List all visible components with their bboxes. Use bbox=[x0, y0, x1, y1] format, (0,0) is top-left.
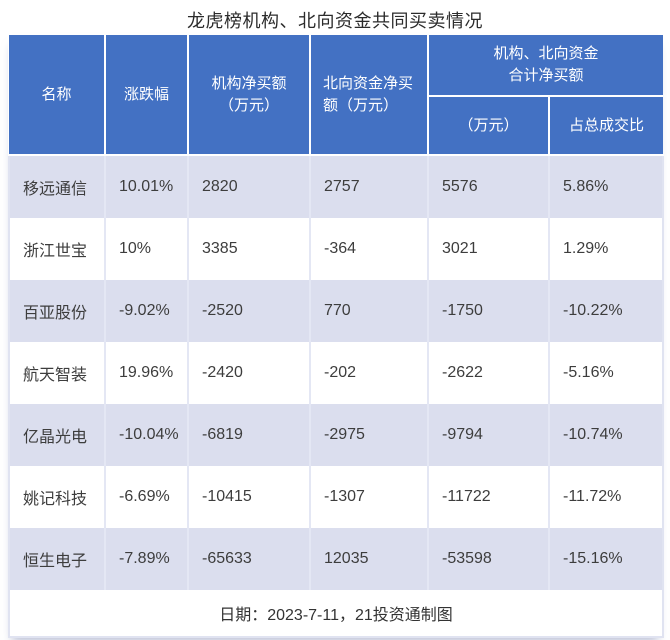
header-north-net-buy: 北向资金净买 额（万元） bbox=[309, 35, 429, 156]
cell-combined-net-buy: 3021 bbox=[427, 218, 549, 280]
table-row: 航天智装 19.96% -2420 -202 -2622 -5.16% bbox=[8, 342, 665, 404]
cell-north-net-buy: 2757 bbox=[309, 155, 428, 218]
header-combined-group: 机构、北向资金 合计净买额 bbox=[426, 35, 664, 97]
header-combined-pct: 占总成交比 bbox=[547, 95, 664, 156]
cell-pct-of-turnover: 5.86% bbox=[547, 155, 665, 218]
cell-change-pct: 10% bbox=[104, 218, 188, 280]
cell-stock-name: 姚记科技 bbox=[8, 466, 105, 528]
cell-inst-net-buy: -6819 bbox=[187, 404, 310, 466]
table-row: 恒生电子 -7.89% -65633 12035 -53598 -15.16% bbox=[8, 528, 665, 590]
header-combined-amount: （万元） bbox=[428, 95, 550, 156]
cell-north-net-buy: -2975 bbox=[309, 404, 428, 466]
table-row: 姚记科技 -6.69% -10415 -1307 -11722 -11.72% bbox=[8, 466, 665, 528]
cell-stock-name: 亿晶光电 bbox=[8, 404, 105, 466]
cell-pct-of-turnover: 1.29% bbox=[547, 218, 665, 280]
cell-inst-net-buy: -65633 bbox=[187, 528, 310, 590]
cell-inst-net-buy: -10415 bbox=[187, 466, 310, 528]
chart-title: 龙虎榜机构、北向资金共同买卖情况 bbox=[187, 11, 483, 31]
cell-inst-net-buy: -2420 bbox=[187, 342, 310, 404]
table-body: 移远通信 10.01% 2820 2757 5576 5.86% 浙江世宝 10% 3385 -3… bbox=[8, 155, 665, 590]
header-inst-net-buy: 机构净买额 （万元） bbox=[187, 35, 311, 156]
cell-stock-name: 恒生电子 bbox=[8, 528, 105, 590]
cell-north-net-buy: 12035 bbox=[309, 528, 428, 590]
header-stock-name: 名称 bbox=[9, 35, 106, 156]
footer-note: 日期：2023-7-11，21投资通制图 bbox=[7, 590, 665, 638]
cell-combined-net-buy: -1750 bbox=[427, 280, 549, 342]
cell-combined-net-buy: -2622 bbox=[427, 342, 549, 404]
cell-pct-of-turnover: -15.16% bbox=[547, 528, 665, 590]
cell-change-pct: -9.02% bbox=[104, 280, 188, 342]
cell-combined-net-buy: 5576 bbox=[427, 155, 549, 218]
table-row: 百亚股份 -9.02% -2520 770 -1750 -10.22% bbox=[8, 280, 665, 342]
cell-north-net-buy: -202 bbox=[309, 342, 428, 404]
cell-pct-of-turnover: -10.22% bbox=[547, 280, 665, 342]
cell-combined-net-buy: -11722 bbox=[427, 466, 549, 528]
cell-north-net-buy: -1307 bbox=[309, 466, 428, 528]
cell-stock-name: 百亚股份 bbox=[8, 280, 105, 342]
cell-pct-of-turnover: -5.16% bbox=[547, 342, 665, 404]
table-card: 名称 涨跌幅 机构净买额 （万元） 北向资金净买 额（万元） 机构、北向资金 合… bbox=[7, 35, 665, 638]
cell-inst-net-buy: -2520 bbox=[187, 280, 310, 342]
cell-north-net-buy: 770 bbox=[309, 280, 428, 342]
cell-north-net-buy: -364 bbox=[309, 218, 428, 280]
cell-change-pct: 10.01% bbox=[104, 155, 188, 218]
data-table: 名称 涨跌幅 机构净买额 （万元） 北向资金净买 额（万元） 机构、北向资金 合… bbox=[7, 35, 665, 638]
cell-change-pct: -10.04% bbox=[104, 404, 188, 466]
table-row: 亿晶光电 -10.04% -6819 -2975 -9794 -10.74% bbox=[8, 404, 665, 466]
header-change-pct: 涨跌幅 bbox=[104, 35, 189, 156]
cell-change-pct: -6.69% bbox=[104, 466, 188, 528]
cell-pct-of-turnover: -11.72% bbox=[547, 466, 665, 528]
cell-inst-net-buy: 3385 bbox=[187, 218, 310, 280]
cell-combined-net-buy: -53598 bbox=[427, 528, 549, 590]
table-row: 移远通信 10.01% 2820 2757 5576 5.86% bbox=[8, 155, 665, 218]
cell-stock-name: 浙江世宝 bbox=[8, 218, 105, 280]
cell-combined-net-buy: -9794 bbox=[427, 404, 549, 466]
cell-stock-name: 航天智装 bbox=[8, 342, 105, 404]
cell-change-pct: -7.89% bbox=[104, 528, 188, 590]
cell-inst-net-buy: 2820 bbox=[187, 155, 310, 218]
cell-change-pct: 19.96% bbox=[104, 342, 188, 404]
table-row: 浙江世宝 10% 3385 -364 3021 1.29% bbox=[8, 218, 665, 280]
cell-stock-name: 移远通信 bbox=[8, 155, 105, 218]
cell-pct-of-turnover: -10.74% bbox=[547, 404, 665, 466]
table-footer: 日期：2023-7-11，21投资通制图 bbox=[7, 590, 665, 638]
table-header: 名称 涨跌幅 机构净买额 （万元） 北向资金净买 额（万元） 机构、北向资金 合… bbox=[9, 35, 664, 156]
